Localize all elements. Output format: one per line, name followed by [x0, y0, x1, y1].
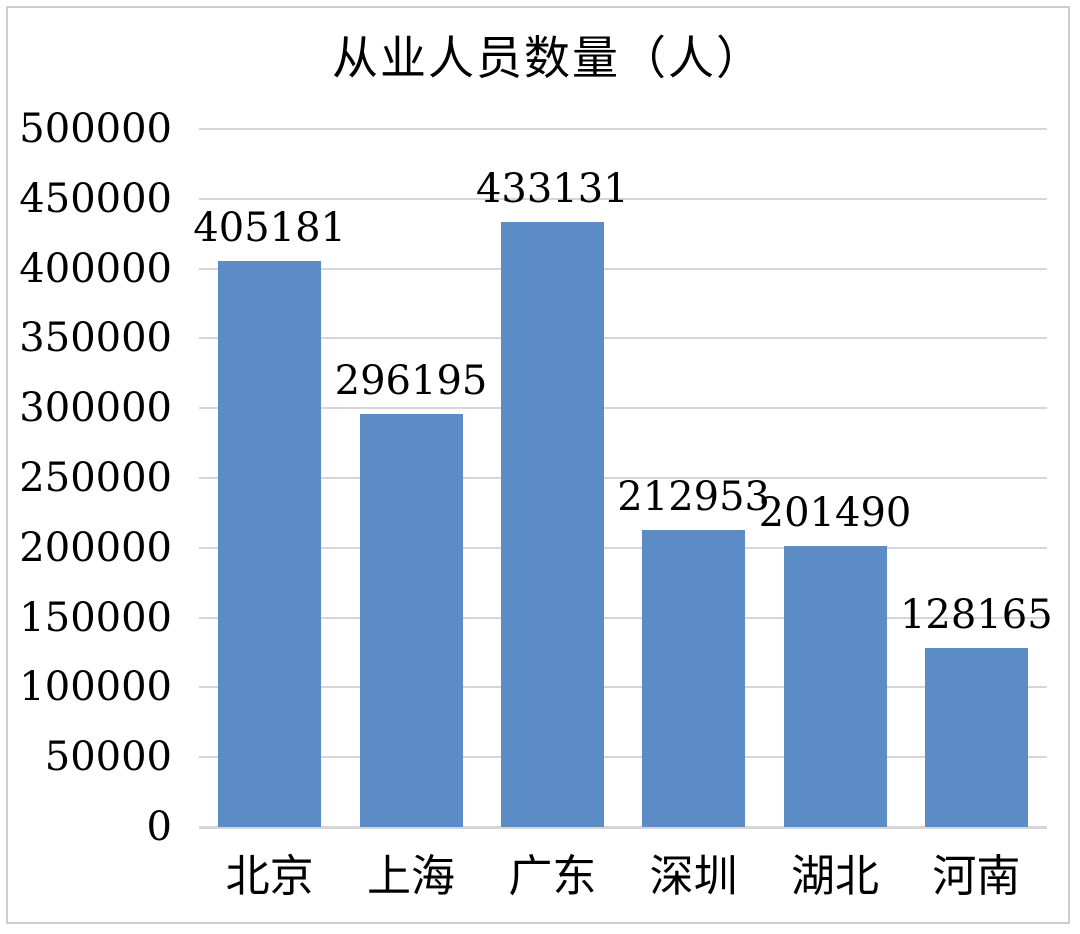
- gridline: [199, 407, 1047, 410]
- x-tick-label: 河南: [932, 851, 1021, 902]
- y-tick-label: 0: [146, 804, 172, 850]
- y-tick-label: 500000: [19, 106, 172, 152]
- y-tick-label: 150000: [19, 594, 172, 641]
- gridline: [199, 477, 1047, 479]
- bar-0: [218, 261, 322, 827]
- y-tick-label: 400000: [19, 245, 172, 292]
- x-tick-label: 上海: [367, 851, 455, 902]
- bar-value-label: 296195: [334, 357, 488, 404]
- y-tick-label: 450000: [19, 175, 172, 222]
- gridline: [199, 128, 1047, 130]
- gridline: [199, 546, 1047, 549]
- gridline: [199, 337, 1047, 340]
- bar-5: [924, 648, 1028, 827]
- bar-1: [359, 413, 463, 827]
- bar-value-label: 128165: [899, 592, 1053, 639]
- bar-4: [783, 545, 887, 827]
- x-tick-label: 湖北: [791, 851, 879, 902]
- bar-value-label: 433131: [475, 166, 629, 213]
- gridline: [199, 197, 1047, 200]
- chart-title: 从业人员数量（人）: [332, 31, 764, 85]
- x-tick-label: 广东: [508, 851, 597, 902]
- gridline: [199, 267, 1047, 270]
- bar-value-label: 405181: [193, 205, 346, 252]
- gridline: [199, 686, 1047, 689]
- bar-value-label: 212953: [617, 473, 770, 520]
- y-tick-label: 100000: [19, 664, 172, 711]
- bar-2: [500, 222, 604, 827]
- x-tick-label: 深圳: [649, 851, 738, 902]
- y-tick-label: 200000: [19, 524, 172, 571]
- bar-value-label: 201490: [758, 489, 912, 536]
- gridline: [199, 616, 1047, 619]
- y-tick-label: 250000: [19, 455, 172, 501]
- chart-area: 从业人员数量（人） 0 50000 100000 150000 200000 250000…: [6, 6, 1070, 924]
- gridline: [199, 756, 1047, 759]
- x-axis-line: [199, 826, 1047, 829]
- x-tick-label: 北京: [225, 851, 314, 902]
- bar-3: [642, 529, 746, 827]
- y-tick-label: 50000: [44, 734, 172, 781]
- y-tick-label: 300000: [19, 385, 172, 432]
- y-tick-label: 350000: [19, 315, 172, 362]
